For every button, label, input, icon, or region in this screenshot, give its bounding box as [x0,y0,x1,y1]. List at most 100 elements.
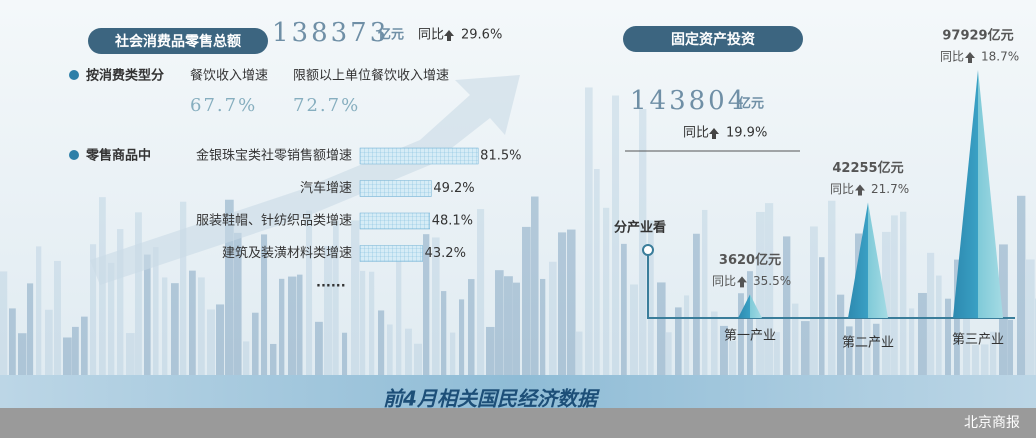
building [108,262,115,375]
building [369,271,375,375]
building [477,209,485,375]
building [648,220,654,375]
yoy-value: 29.6% [461,28,502,43]
type-name: 限额以上单位餐饮收入增速 [293,68,449,84]
building [54,260,61,375]
bar [359,245,423,262]
bar-label: 81.5% [480,149,521,164]
building [432,237,440,375]
building [243,341,250,375]
building [36,246,42,375]
building [99,197,106,375]
building [27,283,34,375]
yoy-label: 同比 [830,182,854,196]
bullet [69,150,79,160]
building [981,344,989,375]
building [909,308,915,375]
building [999,244,1008,375]
group-label: 零售商品中 [85,148,151,164]
building [810,226,818,375]
ellipsis: ...... [316,276,346,291]
building [198,277,205,375]
bar [359,180,432,197]
triangle [738,294,762,318]
building [387,324,393,375]
building [0,271,8,375]
group-label: 分产业看 [614,220,666,236]
building [873,323,880,375]
yoy-label: 同比 [940,50,964,64]
section-title: 社会消费品零售总额 [114,33,241,50]
axis-line [647,250,1015,319]
item-name: 建筑及装潢材料类增速 [222,245,352,261]
building [414,343,423,375]
unit: 亿元 [378,27,404,43]
building [747,271,753,375]
building [522,226,531,375]
yoy-value: 18.7% [981,50,1019,64]
building [765,203,774,375]
building [297,274,303,375]
badge [88,28,268,54]
building [882,231,891,375]
yoy-label: 同比 [418,28,444,43]
bar [359,212,430,230]
building [918,292,927,375]
yoy-label: 同比 [712,274,736,288]
building [576,331,583,375]
building [738,293,744,375]
building [612,95,620,375]
building [603,207,610,375]
industry-name: 第三产业 [952,333,1004,348]
building [504,276,513,375]
building [711,311,718,375]
building [63,337,72,375]
yoy-value: 35.5% [753,274,791,288]
triangle [953,70,1003,318]
footer-strip [0,408,1036,438]
building [144,254,151,375]
building [153,247,159,375]
industry-value: 42255亿元 [832,160,903,176]
building [306,210,313,375]
building [234,232,242,375]
building [126,333,135,375]
bar-list: 金银珠宝类社零销售额增速 81.5% 汽车增速 49.2% 服装鞋帽、针纺织品类增速 48… [196,148,521,262]
up-arrow [444,30,454,41]
type-value: 72.7% [293,95,360,116]
yoy-value: 21.7% [871,182,909,196]
building [441,291,447,375]
building [342,332,348,375]
building [621,243,627,375]
yoy-label: 同比 [683,126,709,141]
building [927,252,935,375]
building [900,211,907,375]
total-value: 138373 [272,18,389,48]
building [666,332,672,375]
building [180,201,187,375]
building [702,209,708,375]
building [288,276,297,375]
building [135,212,142,375]
building [189,270,196,375]
building [117,229,124,375]
building [459,299,465,375]
axis-dot [642,244,654,256]
footer-banner [0,375,1036,408]
building [720,325,728,375]
building [486,326,495,375]
building [81,316,88,375]
building [315,321,323,375]
building [513,282,520,375]
building [630,284,638,375]
building [531,196,539,375]
building [801,321,810,375]
group-label: 按消费类型分 [86,68,164,84]
total-value: 143804 [630,86,747,116]
building [936,275,942,375]
building [351,220,360,375]
